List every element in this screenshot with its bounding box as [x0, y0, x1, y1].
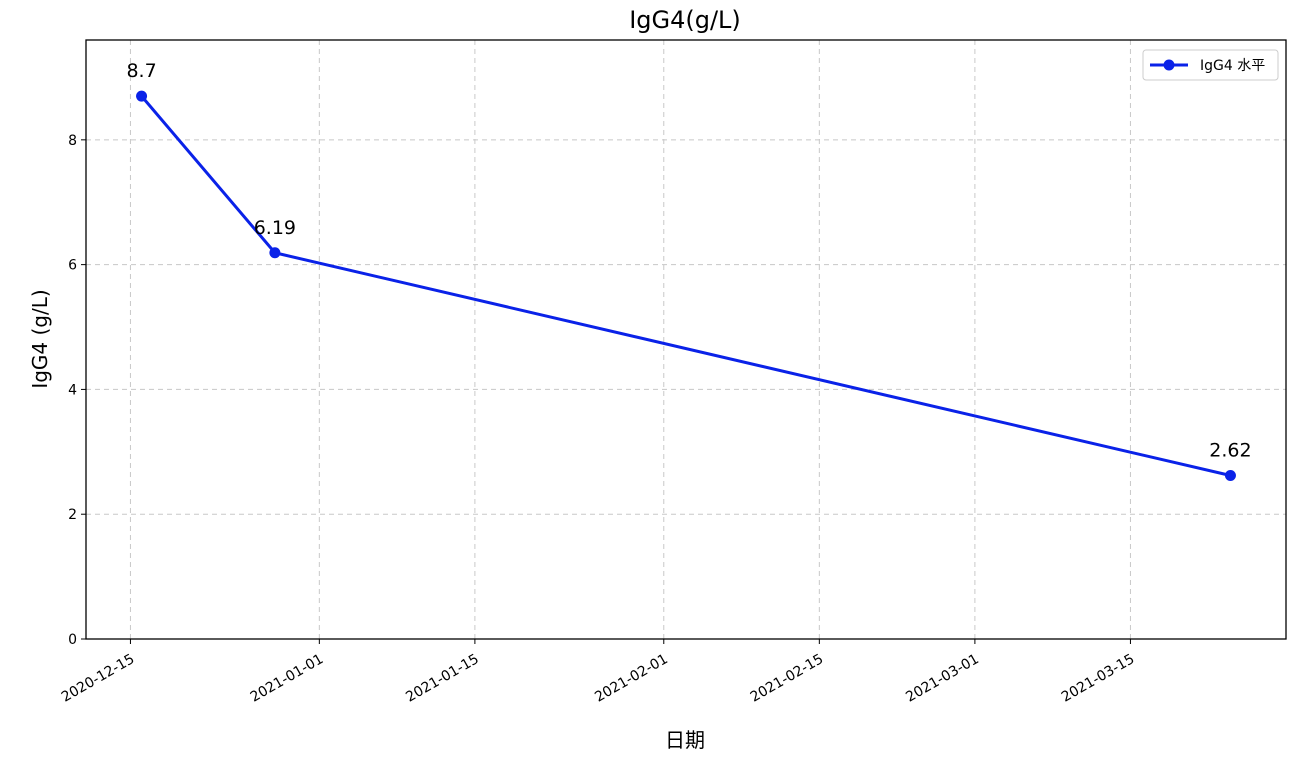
grid: [86, 40, 1286, 640]
x-tick-label: 2021-03-15: [1059, 651, 1137, 706]
x-tick-label: 2021-02-15: [748, 651, 826, 706]
data-point: [136, 90, 148, 102]
y-tick-label: 4: [68, 382, 77, 398]
data-labels: 8.7 6.19 2.62: [126, 60, 1251, 461]
x-tick-label: 2021-03-01: [903, 651, 981, 706]
data-point: [1224, 470, 1236, 482]
y-tick-label: 6: [68, 258, 77, 274]
y-tick-label: 2: [68, 507, 77, 523]
data-label: 8.7: [126, 60, 156, 82]
chart-title: IgG4(g/L): [629, 6, 741, 34]
y-axis-label: IgG4 (g/L): [28, 289, 52, 388]
legend: IgG4 水平: [1142, 49, 1279, 81]
x-tick-label: 2021-01-15: [403, 651, 481, 706]
legend-label: IgG4 水平: [1200, 58, 1265, 74]
x-axis-label: 日期: [665, 728, 705, 752]
x-tick-label: 2020-12-15: [59, 651, 137, 706]
x-tick-label: 2021-02-01: [592, 651, 670, 706]
legend-box: [1142, 49, 1279, 81]
y-axis-ticks: 0 2 4 6 8: [68, 133, 86, 648]
data-point: [269, 247, 281, 259]
data-label: 6.19: [254, 217, 296, 239]
legend-marker: [1163, 59, 1175, 71]
y-tick-label: 0: [68, 632, 77, 648]
series-layer: [136, 90, 1236, 482]
plot-area-frame: [85, 39, 1287, 640]
x-tick-label: 2021-01-01: [248, 651, 326, 706]
data-label: 2.62: [1209, 440, 1251, 462]
x-axis-ticks: 2020-12-15 2021-01-01 2021-01-15 2021-02-01…: [59, 639, 1137, 706]
series-line: [140, 95, 1231, 477]
y-tick-label: 8: [68, 133, 77, 149]
